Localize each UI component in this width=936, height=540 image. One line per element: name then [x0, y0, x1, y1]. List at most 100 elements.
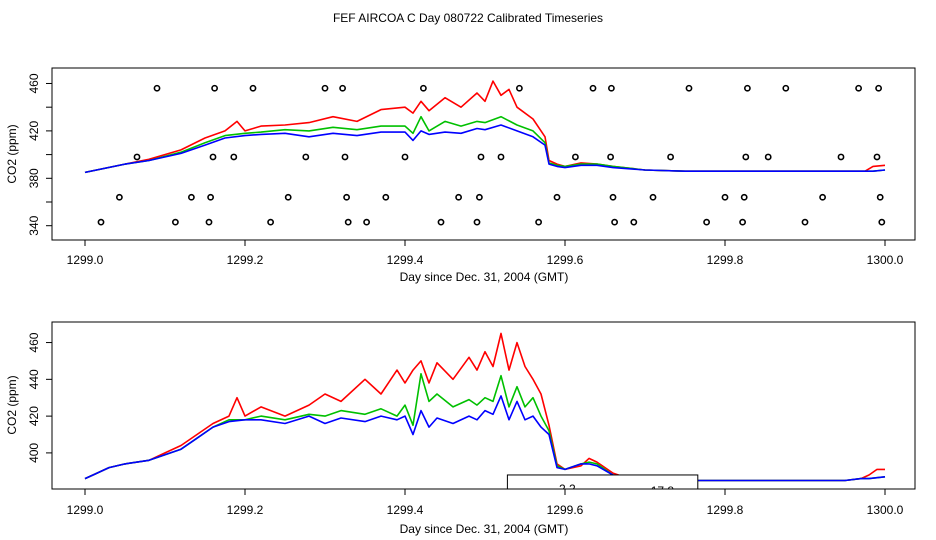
top-calibration-point — [343, 193, 350, 201]
top-calibration-point — [855, 84, 862, 92]
top-calibration-points — [97, 84, 886, 226]
top-calibration-point — [742, 153, 750, 161]
top-calibration-point — [344, 218, 352, 226]
top-x-tick-label: 1299.2 — [227, 253, 264, 267]
bottom-legend-label-1: 2.2 — [559, 482, 576, 496]
bottom-series-green — [84, 372, 886, 482]
top-calibration-point — [572, 153, 579, 161]
top-y-tick-label: 460 — [27, 73, 41, 93]
top-calibration-point — [878, 218, 886, 226]
bottom-plot-frame — [51, 321, 916, 490]
top-calibration-point — [249, 84, 257, 92]
bottom-series-group — [84, 332, 886, 482]
top-y-tick-label: 380 — [27, 168, 41, 188]
top-chart-panel: 1299.0 1299.2 1299.4 1299.6 1299.8 1300.0 340… — [5, 67, 916, 284]
top-calibration-point — [876, 193, 884, 201]
top-calibration-point — [267, 218, 274, 226]
bottom-legend: 2.2 17.8 — [506, 474, 699, 498]
top-calibration-point — [171, 218, 179, 226]
top-calibration-point — [401, 153, 409, 161]
top-calibration-point — [703, 218, 710, 226]
top-calibration-point — [744, 84, 751, 92]
top-calibration-point — [535, 218, 542, 226]
top-calibration-point — [116, 193, 123, 201]
top-calibration-point — [608, 84, 615, 92]
top-calibration-point — [97, 218, 105, 226]
bottom-y-tick-label: 420 — [27, 406, 41, 426]
top-calibration-point — [437, 218, 445, 226]
top-calibration-point — [363, 218, 370, 226]
top-y-axis: 340 380 420 460 — [27, 73, 53, 236]
top-y-tick-label: 420 — [27, 121, 41, 141]
top-calibration-point — [607, 153, 614, 161]
top-x-axis: 1299.0 1299.2 1299.4 1299.6 1299.8 1300.0 — [67, 239, 904, 267]
top-calibration-point — [782, 84, 790, 92]
top-calibration-point — [497, 153, 505, 161]
bottom-x-axis-label: Day since Dec. 31, 2004 (GMT) — [400, 522, 569, 536]
top-calibration-point — [455, 193, 462, 201]
top-calibration-point — [230, 153, 238, 161]
top-calibration-point — [516, 84, 523, 92]
top-x-tick-label: 1299.4 — [387, 253, 424, 267]
top-calibration-point — [473, 218, 481, 226]
figure-title: FEF AIRCOA C Day 080722 Calibrated Times… — [333, 11, 603, 25]
top-calibration-point — [339, 84, 346, 92]
top-x-tick-label: 1299.0 — [67, 253, 104, 267]
top-calibration-point — [475, 193, 483, 201]
bottom-legend-label-2: 17.8 — [651, 484, 675, 498]
top-calibration-point — [382, 193, 390, 201]
bottom-series-blue — [84, 395, 886, 482]
bottom-y-tick-label: 440 — [27, 369, 41, 389]
top-series-blue — [84, 124, 886, 174]
top-calibration-point — [321, 84, 329, 92]
bottom-legend-box — [506, 474, 699, 490]
bottom-x-tick-label: 1299.0 — [67, 503, 104, 517]
top-calibration-point — [685, 84, 693, 92]
top-calibration-point — [133, 153, 141, 161]
top-calibration-point — [209, 153, 217, 161]
top-calibration-point — [589, 84, 597, 92]
top-calibration-point — [630, 218, 638, 226]
top-calibration-point — [837, 153, 845, 161]
top-calibration-point — [739, 218, 746, 226]
bottom-x-tick-label: 1299.4 — [387, 503, 424, 517]
bottom-y-tick-label: 460 — [27, 332, 41, 352]
top-calibration-point — [205, 218, 213, 226]
top-calibration-point — [801, 218, 809, 226]
bottom-y-axis-label: CO2 (ppm) — [5, 375, 19, 434]
bottom-y-tick-label: 400 — [27, 443, 41, 463]
bottom-x-tick-label: 1299.6 — [547, 503, 584, 517]
top-calibration-point — [284, 193, 292, 201]
bottom-y-axis: 400 420 440 460 — [27, 332, 53, 463]
top-calibration-point — [477, 153, 485, 161]
top-y-tick-label: 340 — [27, 215, 41, 235]
top-calibration-point — [740, 193, 748, 201]
bottom-x-tick-label: 1299.8 — [707, 503, 744, 517]
top-series-red — [84, 80, 886, 174]
bottom-x-tick-label: 1299.2 — [227, 503, 264, 517]
top-x-tick-label: 1300.0 — [867, 253, 904, 267]
top-calibration-point — [609, 193, 617, 201]
bottom-series-red — [84, 332, 885, 482]
top-calibration-point — [341, 153, 349, 161]
bottom-chart-panel: 1299.0 1299.2 1299.4 1299.6 1299.8 1300.0 400… — [5, 321, 916, 536]
top-calibration-point — [667, 153, 674, 161]
top-calibration-point — [153, 84, 161, 92]
top-calibration-point — [649, 193, 657, 201]
top-calibration-point — [207, 193, 214, 201]
top-calibration-point — [302, 153, 310, 161]
top-calibration-point — [211, 84, 218, 92]
top-calibration-point — [875, 84, 882, 92]
top-calibration-point — [819, 193, 826, 201]
top-calibration-point — [553, 193, 561, 201]
top-series-group — [84, 80, 886, 174]
bottom-x-axis: 1299.0 1299.2 1299.4 1299.6 1299.8 1300.0 — [67, 488, 904, 517]
top-calibration-point — [611, 218, 618, 226]
top-calibration-point — [764, 153, 772, 161]
top-x-axis-label: Day since Dec. 31, 2004 (GMT) — [400, 270, 569, 284]
top-x-tick-label: 1299.8 — [707, 253, 744, 267]
bottom-x-tick-label: 1300.0 — [867, 503, 904, 517]
top-calibration-point — [721, 193, 729, 201]
top-y-axis-label: CO2 (ppm) — [5, 124, 19, 183]
